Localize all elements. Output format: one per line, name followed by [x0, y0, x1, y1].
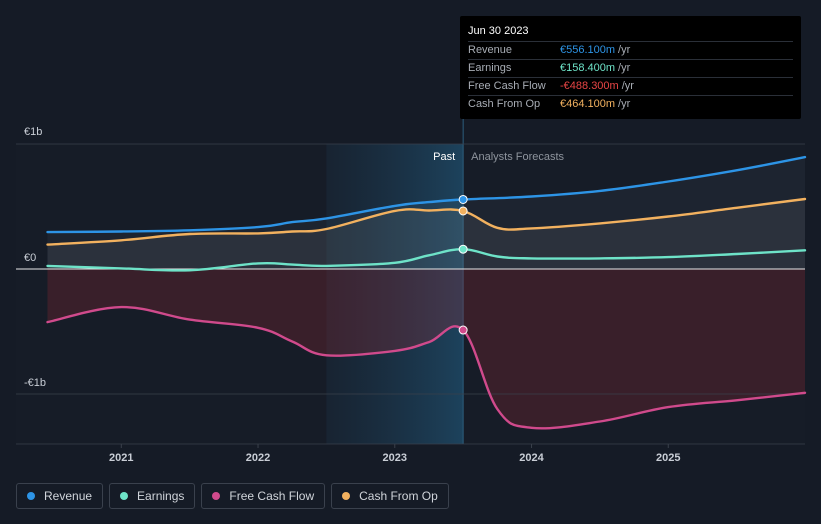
y-tick-label: €0 [24, 252, 36, 264]
tooltip-date: Jun 30 2023 [468, 24, 793, 42]
tooltip-row-revenue: Revenue €556.100m /yr [468, 42, 793, 60]
chart-areas [47, 157, 805, 429]
legend-item-free-cash-flow[interactable]: Free Cash Flow [201, 483, 326, 509]
tooltip-value: €556.100m [560, 44, 616, 56]
tooltip-value: €464.100m [560, 98, 616, 110]
tooltip-unit: /yr [618, 62, 631, 74]
forecast-label: Analysts Forecasts [471, 151, 564, 163]
x-tick-label: 2021 [109, 452, 133, 464]
legend-item-revenue[interactable]: Revenue [16, 483, 104, 509]
legend-label: Free Cash Flow [229, 489, 315, 503]
legend-dot-icon [212, 492, 221, 500]
series-line-free-cash-flow [46, 305, 807, 430]
tooltip-label: Earnings [468, 62, 512, 74]
tooltip-unit: /yr [621, 80, 634, 92]
y-tick-label: €1b [24, 126, 42, 138]
x-tick-label: 2025 [656, 452, 680, 464]
tooltip-unit: /yr [618, 44, 631, 56]
chart-legend: Revenue Earnings Free Cash Flow Cash Fro… [16, 483, 449, 509]
tooltip-row-earnings: Earnings €158.400m /yr [468, 60, 793, 78]
series-marker-revenue [458, 194, 468, 204]
series-marker-free-cash-flow [458, 325, 468, 335]
data-tooltip: Jun 30 2023 Revenue €556.100m /yr Earnin… [460, 16, 801, 119]
tooltip-value: €158.400m [560, 62, 616, 74]
x-tick-label: 2023 [383, 452, 407, 464]
tooltip-label: Revenue [468, 44, 513, 56]
legend-dot-icon [120, 492, 129, 500]
tooltip-row-free-cash-flow: Free Cash Flow -€488.300m /yr [468, 78, 793, 96]
series-line-revenue [46, 155, 807, 234]
tooltip-unit: /yr [618, 98, 631, 110]
legend-dot-icon [27, 492, 35, 500]
legend-item-earnings[interactable]: Earnings [109, 483, 196, 509]
series-marker-cash-from-op [458, 206, 468, 216]
area-cash-from-op [47, 199, 805, 269]
legend-item-cash-from-op[interactable]: Cash From Op [331, 483, 449, 509]
tooltip-label: Cash From Op [468, 98, 541, 110]
series-line-earnings [46, 247, 807, 272]
legend-label: Earnings [137, 489, 185, 503]
area-free-cash-flow [47, 269, 805, 429]
series-marker-earnings [458, 244, 468, 254]
area-revenue [47, 157, 805, 269]
legend-label: Revenue [44, 489, 93, 503]
chart-markers [458, 194, 468, 335]
past-label: Past [433, 151, 455, 163]
series-line-cash-from-op [46, 197, 807, 246]
legend-label: Cash From Op [359, 489, 438, 503]
tooltip-label: Free Cash Flow [468, 80, 546, 92]
legend-dot-icon [342, 492, 351, 500]
tooltip-value: -€488.300m [560, 80, 619, 92]
chart-lines [46, 155, 807, 430]
chart-axes: €1b €0 -€1b 2021 2022 2023 2024 2025 Past Analyst… [24, 126, 681, 464]
x-tick-label: 2022 [246, 452, 270, 464]
x-tick-label: 2024 [519, 452, 544, 464]
tooltip-row-cash-from-op: Cash From Op €464.100m /yr [468, 96, 793, 113]
y-tick-label: -€1b [24, 377, 46, 389]
